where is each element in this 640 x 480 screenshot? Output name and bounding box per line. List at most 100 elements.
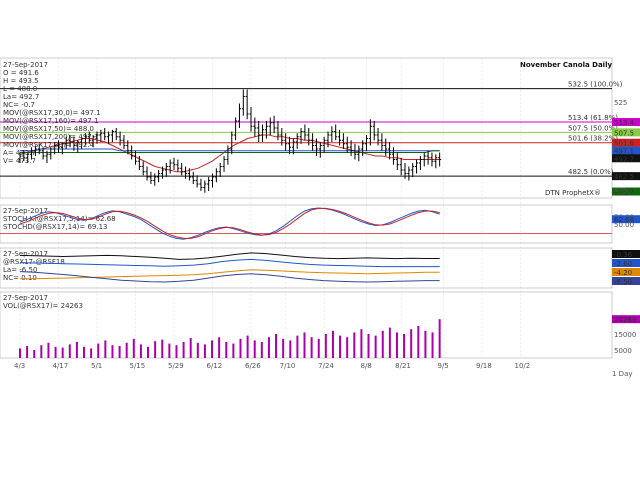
volume-bar — [395, 332, 398, 358]
fib-label-1: 513.4 (61.8%) — [568, 114, 618, 122]
volume-bar — [331, 330, 334, 358]
fib-label-4: 482.5 (0.0%) — [568, 168, 614, 176]
ohlc-bar — [384, 138, 388, 156]
fib-label-0: 532.5 (100.0%) — [568, 81, 623, 89]
ohlc-bar — [415, 159, 419, 174]
price-flag-3: 497.1 — [614, 148, 634, 156]
volume-flag-bg — [612, 315, 640, 324]
volume-bar — [346, 337, 349, 358]
volume-bar — [33, 350, 36, 358]
ohlc-bar — [41, 147, 45, 160]
ohlc-bar — [349, 140, 353, 156]
volume-bar — [260, 342, 263, 358]
ohlc-bar — [284, 133, 288, 151]
price-flag-bg-4 — [612, 154, 640, 163]
ohlc-bar — [222, 156, 226, 172]
stoch-flag-bg — [612, 215, 640, 224]
ohlc-bar — [211, 173, 214, 188]
ohlc-bar — [45, 150, 49, 163]
ma-line-MA200 — [20, 150, 440, 153]
volume-bar — [182, 342, 185, 358]
x-tick-label-5: 6/12 — [207, 362, 223, 370]
ohlc-bar — [399, 157, 403, 176]
ohlc-bar — [168, 159, 172, 174]
spread-line-3 — [19, 271, 440, 283]
ohlc-bar — [26, 152, 30, 163]
spread-nc: NC= 0.10 — [3, 274, 37, 282]
x-tick-label-10: 8/21 — [395, 362, 411, 370]
quote-line-4: La= 492.7 — [3, 93, 39, 101]
stoch-flag: 62.68 — [614, 216, 634, 224]
ohlc-bar — [422, 152, 426, 167]
ohlc-bar — [68, 135, 72, 148]
ohlc-bar — [395, 152, 399, 170]
spread-flags: -0.36-2.60-4.20-6.50 — [612, 250, 640, 286]
volume-panel-frame — [0, 291, 613, 359]
volume-bar — [417, 326, 420, 358]
main-gridlines — [19, 58, 521, 358]
ohlc-bar — [30, 147, 34, 160]
ohlc-bar — [357, 145, 361, 162]
spread-flag-bg-2 — [612, 268, 640, 276]
volume-bar — [68, 344, 71, 358]
price-axis-ticks: 475 500 525 — [614, 99, 627, 195]
ohlc-bar — [141, 161, 145, 176]
price-tick-1: 500 — [614, 143, 627, 151]
ohlc-bar — [430, 152, 434, 167]
spread-header: @RSX17-@RSF18 — [3, 258, 65, 266]
ohlc-bar — [80, 136, 84, 149]
ohlc-bar — [184, 166, 188, 179]
ohlc-bar — [160, 166, 164, 179]
ohlc-bar — [107, 131, 111, 144]
ohlc-bar — [230, 131, 234, 155]
stoch-panel: 27-Sep-2017 STOCH K(@RSX17,5,14)= 62.68 … — [0, 204, 640, 244]
ohlc-bar — [322, 136, 326, 153]
volume-bar — [111, 345, 114, 358]
ohlc-bar — [76, 140, 80, 153]
volume-bar — [246, 335, 249, 358]
volume-bar — [232, 343, 235, 358]
volume-bar — [90, 348, 93, 358]
spread-flag-1: -2.60 — [614, 260, 632, 268]
ohlc-bar — [272, 115, 276, 134]
ohlc-bar — [418, 156, 422, 170]
x-tick-label-2: 5/1 — [91, 362, 102, 370]
price-flag-6: 473.7 — [614, 189, 634, 197]
volume-bar — [296, 335, 299, 358]
ohlc-bar — [60, 142, 64, 155]
ohlc-bar — [295, 133, 299, 149]
ohlc-bar — [303, 124, 307, 141]
ohlc-bar — [226, 145, 230, 165]
spread-line-0 — [19, 252, 440, 260]
ohlc-bar — [218, 163, 222, 177]
volume-bar — [211, 340, 214, 358]
volume-bar — [225, 342, 228, 358]
ohlc-bar — [380, 133, 384, 151]
fib-label-3: 501.6 (38.2%) — [568, 135, 618, 143]
volume-bar — [267, 337, 270, 358]
spread-flag-2: -4.20 — [614, 269, 632, 277]
volume-bar — [83, 346, 86, 358]
volume-bar — [147, 346, 150, 358]
quote-line-5: NC= -0.7 — [3, 101, 35, 109]
x-tick-label-11: 9/5 — [438, 362, 449, 370]
price-tick-0: 475 — [614, 186, 627, 194]
ohlc-bar — [110, 129, 114, 142]
volume-panel: 27-Sep-2017 VOL(@RSX17)= 24263 5000 15000… — [0, 291, 640, 359]
volume-bar — [381, 330, 384, 358]
volume-bar — [118, 346, 121, 358]
ohlc-bar — [426, 150, 430, 165]
ohlc-bar — [191, 171, 195, 184]
quote-line-7: MOV(@RSX17,160)= 497.1 — [3, 117, 98, 125]
ohlc-bar — [314, 138, 318, 156]
volume-bar — [168, 343, 171, 358]
ohlc-bar — [299, 128, 303, 144]
ohlc-bar — [376, 128, 380, 146]
volume-ticks: 5000 15000 24263 — [612, 315, 640, 355]
spread-flag-bg-0 — [612, 250, 640, 258]
volume-flag: 24263 — [614, 316, 636, 324]
quote-line-11: A= 473.7 — [3, 149, 36, 157]
ohlc-bar — [203, 180, 207, 193]
